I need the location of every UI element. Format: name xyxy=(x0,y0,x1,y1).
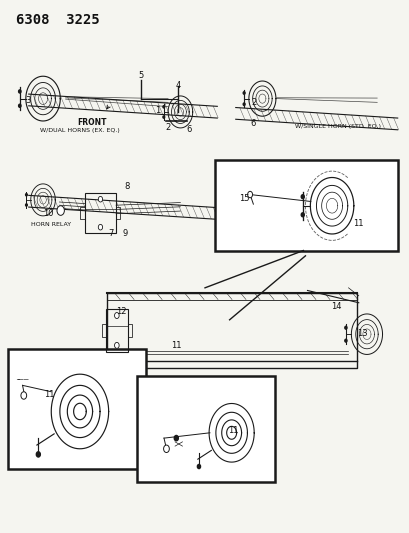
Text: 11: 11 xyxy=(353,220,363,228)
Circle shape xyxy=(197,464,200,469)
Bar xyxy=(80,207,85,219)
Text: ─────: ───── xyxy=(16,378,28,382)
Bar xyxy=(8,349,145,469)
Text: 2: 2 xyxy=(251,98,256,107)
Text: 6: 6 xyxy=(249,119,255,127)
Text: 11: 11 xyxy=(228,426,238,435)
Circle shape xyxy=(301,195,303,199)
Bar xyxy=(106,309,128,352)
Text: 8: 8 xyxy=(124,182,130,191)
Text: 5: 5 xyxy=(139,71,144,80)
Circle shape xyxy=(57,206,64,215)
Text: 2: 2 xyxy=(165,124,170,132)
Text: 12: 12 xyxy=(115,308,126,316)
Circle shape xyxy=(243,92,245,94)
Bar xyxy=(102,324,106,337)
Text: 9: 9 xyxy=(122,229,127,238)
Circle shape xyxy=(162,106,164,108)
Circle shape xyxy=(344,326,346,329)
Circle shape xyxy=(25,204,27,206)
Text: 15: 15 xyxy=(238,194,249,203)
Circle shape xyxy=(301,213,303,217)
Circle shape xyxy=(344,340,346,342)
Circle shape xyxy=(98,196,102,202)
Text: FRONT: FRONT xyxy=(77,118,107,127)
Circle shape xyxy=(163,445,169,453)
Circle shape xyxy=(98,224,102,230)
Text: W/DUAL HORNS (EX. EQ.): W/DUAL HORNS (EX. EQ.) xyxy=(40,128,119,133)
Circle shape xyxy=(21,392,27,399)
Text: 6: 6 xyxy=(185,125,191,134)
Circle shape xyxy=(174,435,178,441)
Circle shape xyxy=(114,342,119,349)
Text: 6308  3225: 6308 3225 xyxy=(16,13,100,27)
Text: 11: 11 xyxy=(44,390,54,399)
Bar xyxy=(137,376,274,482)
Bar xyxy=(85,193,115,233)
Bar xyxy=(215,160,397,251)
Text: 4: 4 xyxy=(175,81,180,90)
Bar xyxy=(106,293,356,368)
Circle shape xyxy=(36,452,40,457)
Text: 10: 10 xyxy=(43,209,54,217)
Bar xyxy=(115,207,120,219)
Circle shape xyxy=(162,116,164,118)
Circle shape xyxy=(18,104,21,107)
Text: 1: 1 xyxy=(155,106,160,115)
Bar xyxy=(128,324,131,337)
Circle shape xyxy=(243,103,245,106)
Circle shape xyxy=(25,193,27,196)
Circle shape xyxy=(247,191,252,198)
Text: HORN RELAY: HORN RELAY xyxy=(31,222,71,228)
Text: 7: 7 xyxy=(108,229,113,238)
Text: W/SINGLE HORN (STD. EQ.): W/SINGLE HORN (STD. EQ.) xyxy=(294,124,380,130)
Circle shape xyxy=(18,90,21,93)
Text: 11: 11 xyxy=(171,341,181,350)
Text: 3: 3 xyxy=(25,96,31,104)
Text: 13: 13 xyxy=(357,329,367,337)
Text: 14: 14 xyxy=(330,302,341,311)
Circle shape xyxy=(114,312,119,319)
